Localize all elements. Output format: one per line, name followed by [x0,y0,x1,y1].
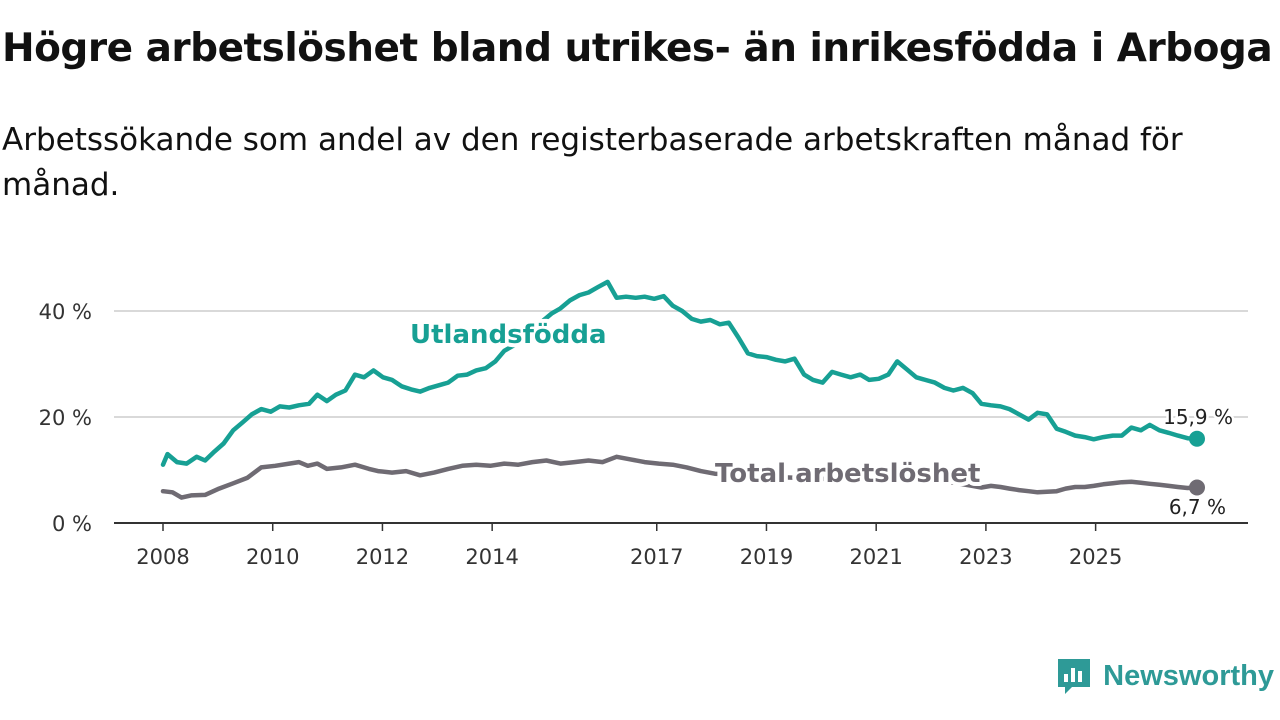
x-tick-label: 2025 [1069,545,1122,569]
y-tick-label: 0 % [52,512,92,536]
chart-subtitle: Arbetssökande som andel av den registerb… [2,122,1183,203]
brand: Newsworthy [1055,656,1274,696]
y-tick-label: 20 % [39,406,92,430]
newsworthy-logo-icon [1058,659,1091,694]
brand-name: Newsworthy [1103,659,1274,692]
x-tick-label: 2012 [356,545,409,569]
x-tick-label: 2010 [246,545,299,569]
y-tick-label: 40 % [39,300,92,324]
x-tick-label: 2017 [630,545,683,569]
series-line-utlandsfodda [160,279,1200,467]
series-end-point-utlandsfodda [1189,430,1205,447]
series-end-label-utlandsfodda: 15,9 % [1163,405,1233,429]
chart-title: Högre arbetslöshet bland utrikes- än inr… [2,26,1273,71]
x-tick-label: 2008 [136,545,189,569]
series-end-label-total-arbetsloshet: 6,7 % [1169,495,1226,519]
series-label-utlandsfodda: Utlandsfödda [410,320,607,350]
x-tick-label: 2014 [465,545,518,569]
x-tick-label: 2019 [740,545,793,569]
series-line-total-arbetsloshet [160,454,1200,500]
series-end-point-total-arbetsloshet [1189,479,1205,496]
x-tick-label: 2021 [849,545,902,569]
series-label-total-arbetsloshet: Total arbetslöshet [715,459,980,489]
x-tick-label: 2023 [959,545,1012,569]
